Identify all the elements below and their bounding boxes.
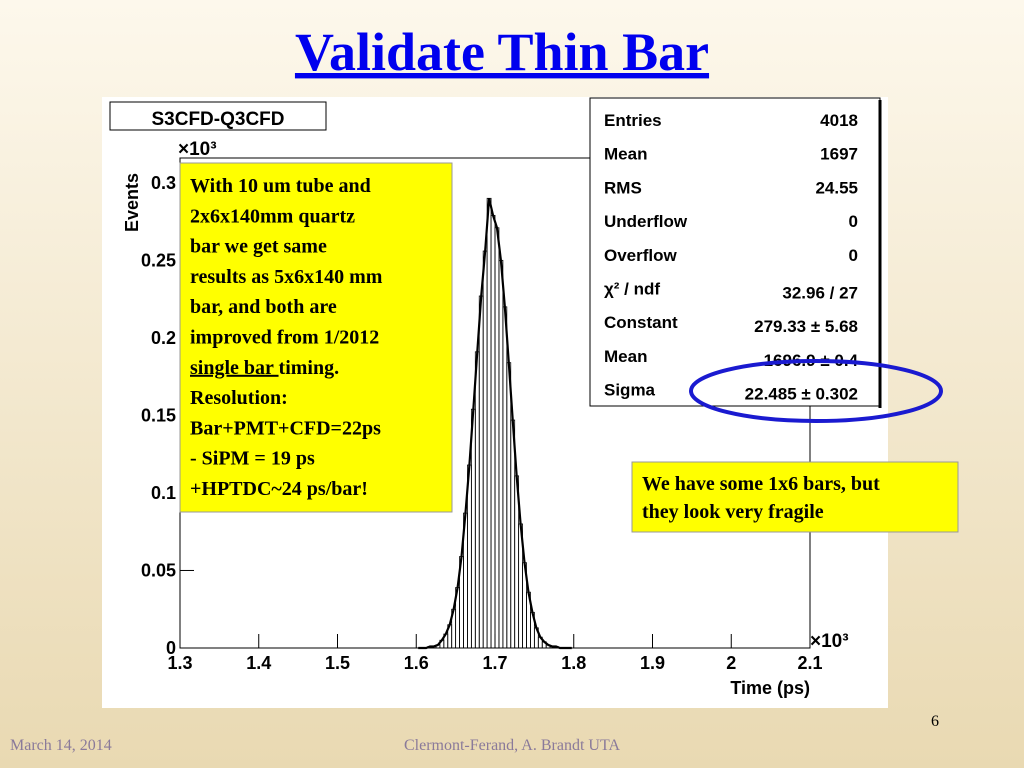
stat-label: Mean [604,145,647,164]
note-line: 2x6x140mm quartz [190,205,355,227]
y-tick-label: 0.05 [141,560,176,580]
stat-value: 0 [849,246,858,265]
x-tick-label: 1.6 [404,653,429,673]
note-line: We have some 1x6 bars, but [642,473,880,495]
note-line: Resolution: [190,387,288,409]
x-tick-label: 2 [726,653,736,673]
note-line: results as 5x6x140 mm [190,266,383,288]
x-label: Time (ps) [730,678,810,698]
note-box [179,162,453,513]
stat-value: 32.96 / 27 [782,284,858,303]
note-line: they look very fragile [642,501,824,523]
note-line: bar, and both are [190,296,337,318]
stats-box [589,97,881,407]
y-tick-label: 0.3 [151,173,176,193]
y-multiplier: ×10³ [178,139,217,160]
slide-title: Validate Thin Bar [295,22,709,82]
y-tick-label: 0 [166,638,176,658]
hist-title-box [109,101,327,131]
note-line: improved from 1/2012 [190,327,379,349]
note-line: single bar timing. [190,357,339,379]
footer-author: Clermont-Ferand, A. Brandt UTA [404,737,620,754]
y-tick-label: 0.15 [141,405,176,425]
note-line: bar we get same [190,236,327,258]
x-tick-label: 1.4 [246,653,271,673]
x-tick-label: 1.7 [482,653,507,673]
page-number: 6 [931,713,939,730]
x-tick-label: 1.8 [561,653,586,673]
stat-label: Underflow [604,212,688,231]
stat-value: 279.33 ± 5.68 [754,317,858,336]
stat-label: χ² / ndf [604,280,660,299]
x-tick-label: 1.9 [640,653,665,673]
note-line: +HPTDC~24 ps/bar! [190,478,368,500]
x-tick-label: 1.5 [325,653,350,673]
stat-value: 24.55 [815,178,858,197]
y-label: Events [122,173,142,232]
stat-value: 22.485 ± 0.302 [745,385,858,404]
stat-label: Mean [604,347,647,366]
stat-label: Overflow [604,246,678,265]
hist-title: S3CFD-Q3CFD [151,109,284,130]
y-tick-label: 0.25 [141,250,176,270]
note-line: - SiPM = 19 ps [190,448,315,470]
stat-label: RMS [604,178,642,197]
note-text: timing. [279,357,340,379]
highlight-ellipse [689,359,943,423]
footer-date: March 14, 2014 [10,737,112,754]
note-line: With 10 um tube and [190,175,371,197]
note-line: Bar+PMT+CFD=22ps [190,417,381,439]
stat-value: 1697 [820,145,858,164]
stat-value: 0 [849,212,858,231]
x-multiplier: ×10³ [810,631,849,652]
underlined-text: single bar [190,357,279,379]
x-tick-label: 1.3 [167,653,192,673]
y-tick-label: 0.1 [151,483,176,503]
stat-value: 4018 [820,111,858,130]
fit-curve [418,198,572,650]
y-tick-label: 0.2 [151,328,176,348]
x-tick-label: 2.1 [797,653,822,673]
stat-label: Sigma [604,381,656,400]
note-box [631,461,959,533]
stat-label: Constant [604,313,678,332]
stat-label: Entries [604,111,662,130]
